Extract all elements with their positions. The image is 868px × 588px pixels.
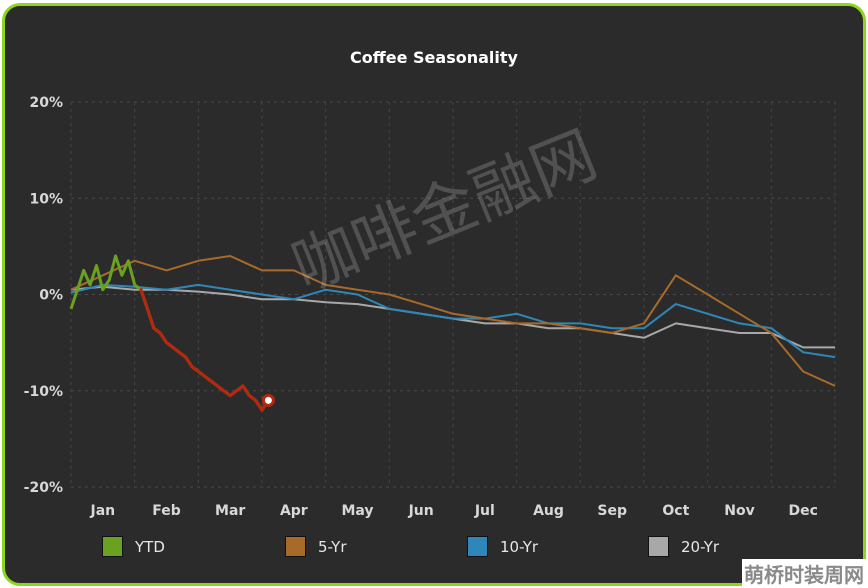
- legend-item-20yr[interactable]: 20-Yr: [648, 536, 719, 557]
- legend-label: 5-Yr: [318, 537, 347, 556]
- x-tick-label: Mar: [215, 503, 245, 519]
- legend-swatch: [467, 536, 488, 557]
- legend-label: 20-Yr: [681, 537, 720, 556]
- ytd-negative-segment: [158, 331, 168, 345]
- x-tick-label: Sep: [597, 503, 627, 519]
- y-tick-label: -20%: [24, 480, 63, 496]
- legend-item-10yr[interactable]: 10-Yr: [467, 536, 538, 557]
- x-tick-label: Oct: [662, 503, 689, 519]
- y-tick-label: -10%: [24, 384, 63, 400]
- legend-swatch: [285, 536, 306, 557]
- x-tick-label: Apr: [280, 503, 308, 519]
- legend-label: YTD: [135, 537, 165, 556]
- x-tick-label: Feb: [152, 503, 181, 519]
- x-tick-label: May: [341, 503, 373, 519]
- legend-item-ytd[interactable]: YTD: [102, 536, 165, 557]
- chart-title: Coffee Seasonality: [350, 48, 518, 67]
- ytd-negative-segment: [139, 288, 149, 311]
- chart-frame: Coffee Seasonality 20% 10% 0% -10% -20% Jan Fe…: [2, 3, 866, 586]
- x-tick-label: Dec: [788, 503, 817, 519]
- x-tick-label: Jan: [90, 503, 116, 519]
- corner-watermark: 萌桥时装周网: [742, 559, 866, 588]
- legend-label: 10-Yr: [500, 537, 539, 556]
- y-tick-label: 0%: [39, 288, 63, 304]
- x-tick-label: Jul: [474, 503, 495, 519]
- ytd-negative-segment: [184, 355, 194, 369]
- series-line-5yr: [70, 255, 836, 387]
- legend-swatch: [102, 536, 123, 557]
- x-tick-label: Aug: [533, 503, 564, 519]
- legend-item-5yr[interactable]: 5-Yr: [285, 536, 347, 557]
- y-tick-label: 20%: [29, 95, 63, 111]
- ytd-negative-segment: [241, 384, 251, 398]
- ytd-negative-segment: [254, 398, 264, 412]
- ytd-negative-segment: [145, 307, 156, 330]
- chart-plot: 20% 10% 0% -10% -20% Jan Feb Mar Apr May Jun Jul Aug…: [24, 95, 836, 519]
- series-line-10yr: [70, 283, 836, 359]
- series-line-ytd: [69, 254, 270, 412]
- legend-swatch: [648, 536, 669, 557]
- y-tick-label: 10%: [29, 191, 63, 207]
- ytd-end-marker: [261, 393, 275, 407]
- x-tick-label: Jun: [408, 503, 434, 519]
- x-tick-label: Nov: [724, 503, 754, 519]
